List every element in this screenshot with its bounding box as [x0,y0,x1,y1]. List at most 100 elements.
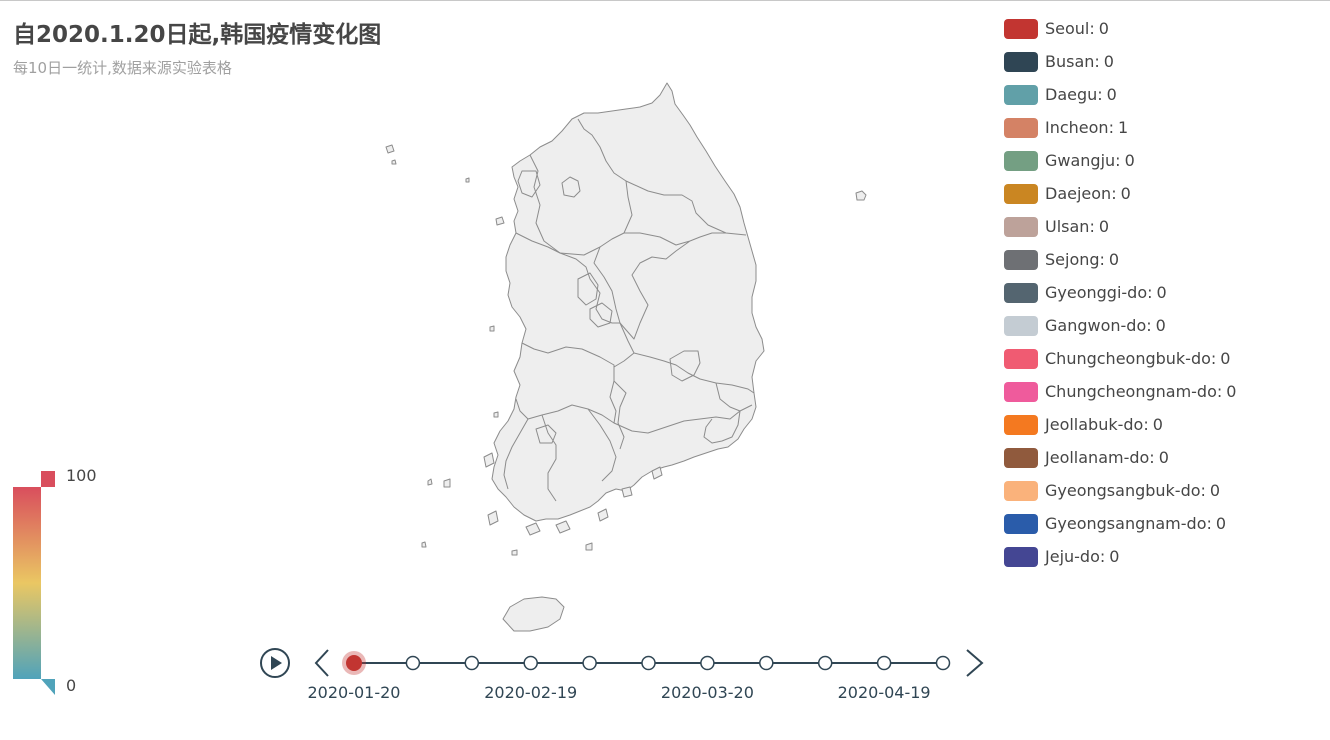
legend-label: Seoul: 0 [1045,18,1109,40]
timeline-point[interactable] [817,655,833,671]
legend-item[interactable]: Gwangju: 0 [1004,150,1236,183]
timeline-point[interactable] [759,655,774,671]
map-island-s5[interactable] [597,508,609,522]
map-island-sw5[interactable] [487,510,499,526]
map-island-sw2[interactable] [443,478,451,488]
map-island-w1[interactable] [495,216,505,226]
legend-separator: : [1146,316,1152,335]
map-island-sw4[interactable] [483,452,495,468]
map-island-w2[interactable] [465,177,470,183]
map-boundary-daejeon [589,302,613,328]
timeline-point[interactable] [582,655,597,671]
legend-series-name: Gangwon-do [1045,316,1147,335]
legend-item[interactable]: Chungcheongbuk-do: 0 [1004,348,1236,381]
visual-map[interactable]: 100 0 [13,466,113,697]
legend-series-name: Chungcheongbuk-do [1045,349,1211,368]
map-island-s7[interactable] [651,466,663,480]
legend-item[interactable]: Jeju-do: 0 [1004,546,1236,579]
legend-item[interactable]: Daejeon: 0 [1004,183,1236,216]
map-boundary-incheon [517,170,541,198]
timeline-tick-label: 2020-01-20 [308,683,401,702]
map-island-nw2[interactable] [391,159,397,165]
legend-separator: : [1089,19,1095,38]
map-boundary-gwangju [535,424,557,444]
map-island-s1[interactable] [511,549,518,556]
legend-label: Ulsan: 0 [1045,216,1109,238]
legend-series-name: Gwangju [1045,151,1116,170]
legend-swatch [1004,118,1038,138]
legend-item[interactable]: Incheon: 1 [1004,117,1236,150]
legend-label: Gyeonggi-do: 0 [1045,282,1167,304]
legend-separator: : [1143,415,1149,434]
map-boundary-gyeongnam [613,382,753,434]
legend-label: Busan: 0 [1045,51,1114,73]
timeline-tick-label: 2020-03-20 [661,683,754,702]
legend-swatch [1004,349,1038,369]
legend-series-name: Jeju-do [1045,547,1100,566]
map-ulleung[interactable] [855,190,867,201]
legend-item[interactable]: Seoul: 0 [1004,18,1236,51]
map-jeju[interactable] [502,596,565,632]
legend-label: Gyeongsangbuk-do: 0 [1045,480,1220,502]
map-boundary-gangwon [625,180,747,236]
legend-series-name: Incheon [1045,118,1109,137]
legend-swatch [1004,481,1038,501]
legend-separator: : [1108,118,1114,137]
timeline-point[interactable] [876,655,892,671]
legend-swatch [1004,316,1038,336]
legend-item[interactable]: Daegu: 0 [1004,84,1236,117]
map-island-nw1[interactable] [385,144,395,154]
legend-series-value: 1 [1117,118,1129,137]
timeline-current-point[interactable] [346,655,362,671]
map-mainland[interactable] [491,82,765,522]
legend-swatch [1004,85,1038,105]
legend-swatch [1004,283,1038,303]
legend-swatch [1004,547,1038,567]
legend-item[interactable]: Gyeongsangnam-do: 0 [1004,513,1236,546]
legend-series-value: 0 [1124,151,1135,170]
timeline-point[interactable] [935,655,951,671]
legend-item[interactable]: Jeollabuk-do: 0 [1004,414,1236,447]
legend-separator: : [1149,448,1155,467]
legend-series-name: Gyeongsangbuk-do [1045,481,1201,500]
map-island-w4[interactable] [489,325,495,332]
visual-map-handles [41,471,55,695]
map-island-w3[interactable] [493,411,499,418]
legend-swatch [1004,415,1038,435]
legend-item[interactable]: Gyeongsangbuk-do: 0 [1004,480,1236,513]
legend-separator: : [1089,217,1095,236]
legend-item[interactable]: Jeollanam-do: 0 [1004,447,1236,480]
legend-label: Chungcheongbuk-do: 0 [1045,348,1230,370]
legend-item[interactable]: Gangwon-do: 0 [1004,315,1236,348]
timeline-next-button[interactable] [966,649,984,677]
legend-series-name: Daegu [1045,85,1098,104]
visual-map-min-handle[interactable] [41,679,55,695]
timeline-point[interactable] [641,655,656,671]
play-button[interactable] [260,648,290,678]
legend-item[interactable]: Chungcheongnam-do: 0 [1004,381,1236,414]
map-island-s6[interactable] [621,486,633,498]
visual-map-min-label: 0 [66,676,77,695]
timeline-point[interactable] [464,655,480,671]
legend-separator: : [1099,547,1106,566]
legend-item[interactable]: Ulsan: 0 [1004,216,1236,249]
legend-item[interactable]: Sejong: 0 [1004,249,1236,282]
legend-series-value: 0 [1106,85,1117,104]
map-island-s2[interactable] [585,542,593,551]
map-island-s3[interactable] [525,522,541,536]
timeline-point[interactable] [405,655,421,671]
legend-item[interactable]: Gyeonggi-do: 0 [1004,282,1236,315]
legend-separator: : [1115,151,1121,170]
map-island-sw3[interactable] [421,541,427,548]
timeline-prev-button[interactable] [314,649,329,677]
timeline-tick-label: 2020-02-19 [484,683,577,702]
legend-series-value: 0 [1152,415,1163,434]
timeline-point[interactable] [700,655,715,671]
map-island-sw1[interactable] [427,478,433,486]
visual-map-gradient-bar[interactable] [13,487,41,679]
map-island-s4[interactable] [555,520,571,534]
korea-map [385,82,867,632]
legend-label: Incheon: 1 [1045,117,1128,139]
timeline-point[interactable] [523,655,538,671]
legend-item[interactable]: Busan: 0 [1004,51,1236,84]
